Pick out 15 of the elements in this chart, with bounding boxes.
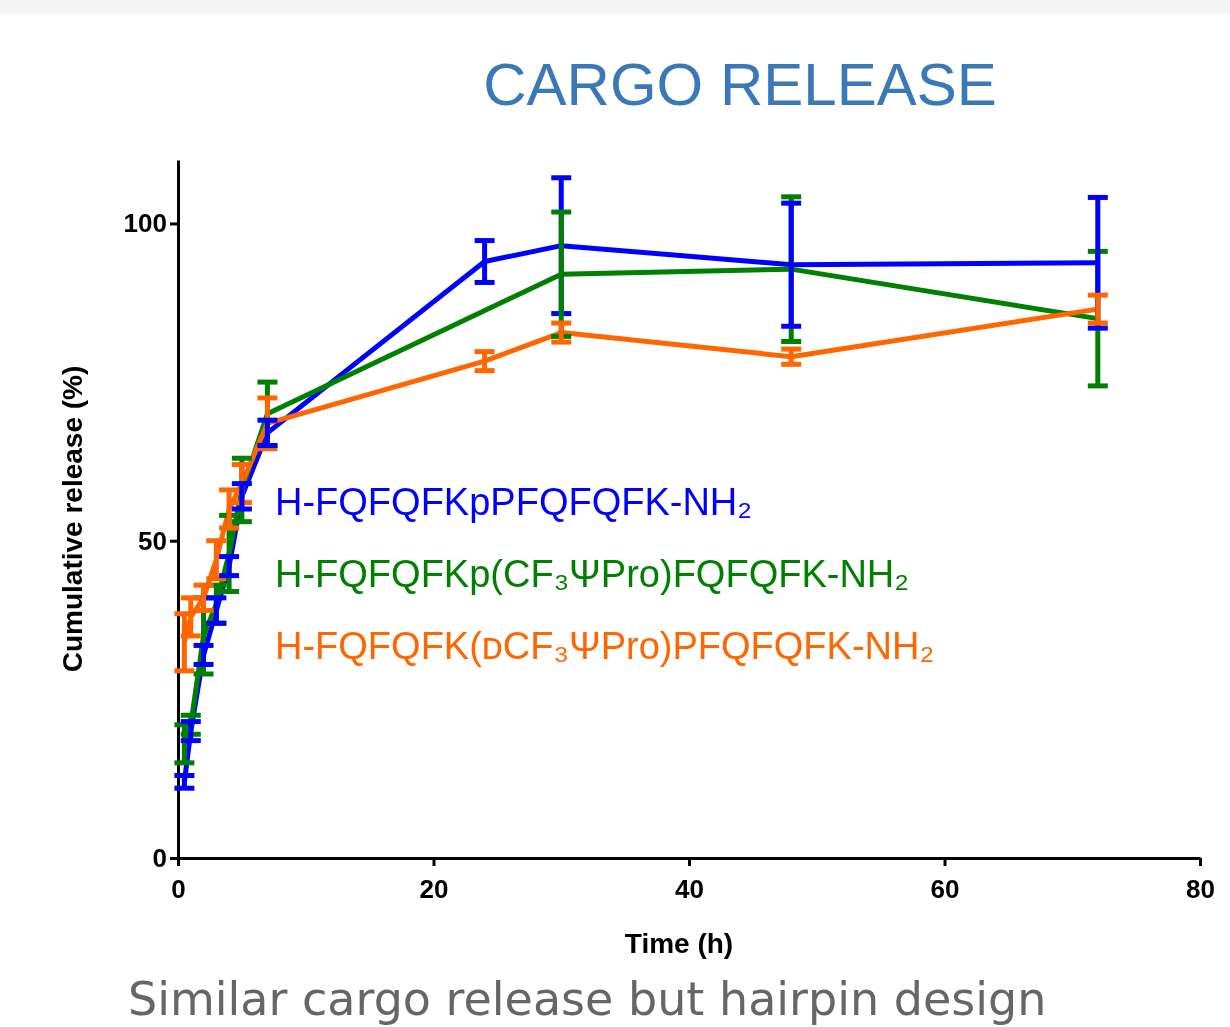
chart-title: CARGO RELEASE <box>483 51 997 118</box>
x-tick-label: 40 <box>675 873 704 904</box>
y-tick-label: 50 <box>138 525 167 556</box>
series-label: H-FQFQFKp(CF₃ΨPro)FQFQFK-NH₂ <box>275 553 910 595</box>
x-tick-label: 0 <box>171 873 186 904</box>
x-tick-label: 60 <box>930 873 960 904</box>
y-tick-label: 0 <box>152 842 167 873</box>
x-tick-label: 20 <box>419 873 449 904</box>
y-tick-label: 100 <box>123 208 167 239</box>
series-label: H-FQFQFKpPFQFQFK-NH₂ <box>275 481 753 523</box>
y-axis-title: Cumulative release (%) <box>57 365 88 673</box>
text: H-FQFQFK(ᴅCF₃ΨPro)PFQFQFK-NH₂ <box>275 625 935 667</box>
text: Similar cargo release but hairpin design <box>128 972 1047 1026</box>
x-tick-label: 80 <box>1186 873 1215 904</box>
x-axis-title: Time (h) <box>624 928 734 959</box>
